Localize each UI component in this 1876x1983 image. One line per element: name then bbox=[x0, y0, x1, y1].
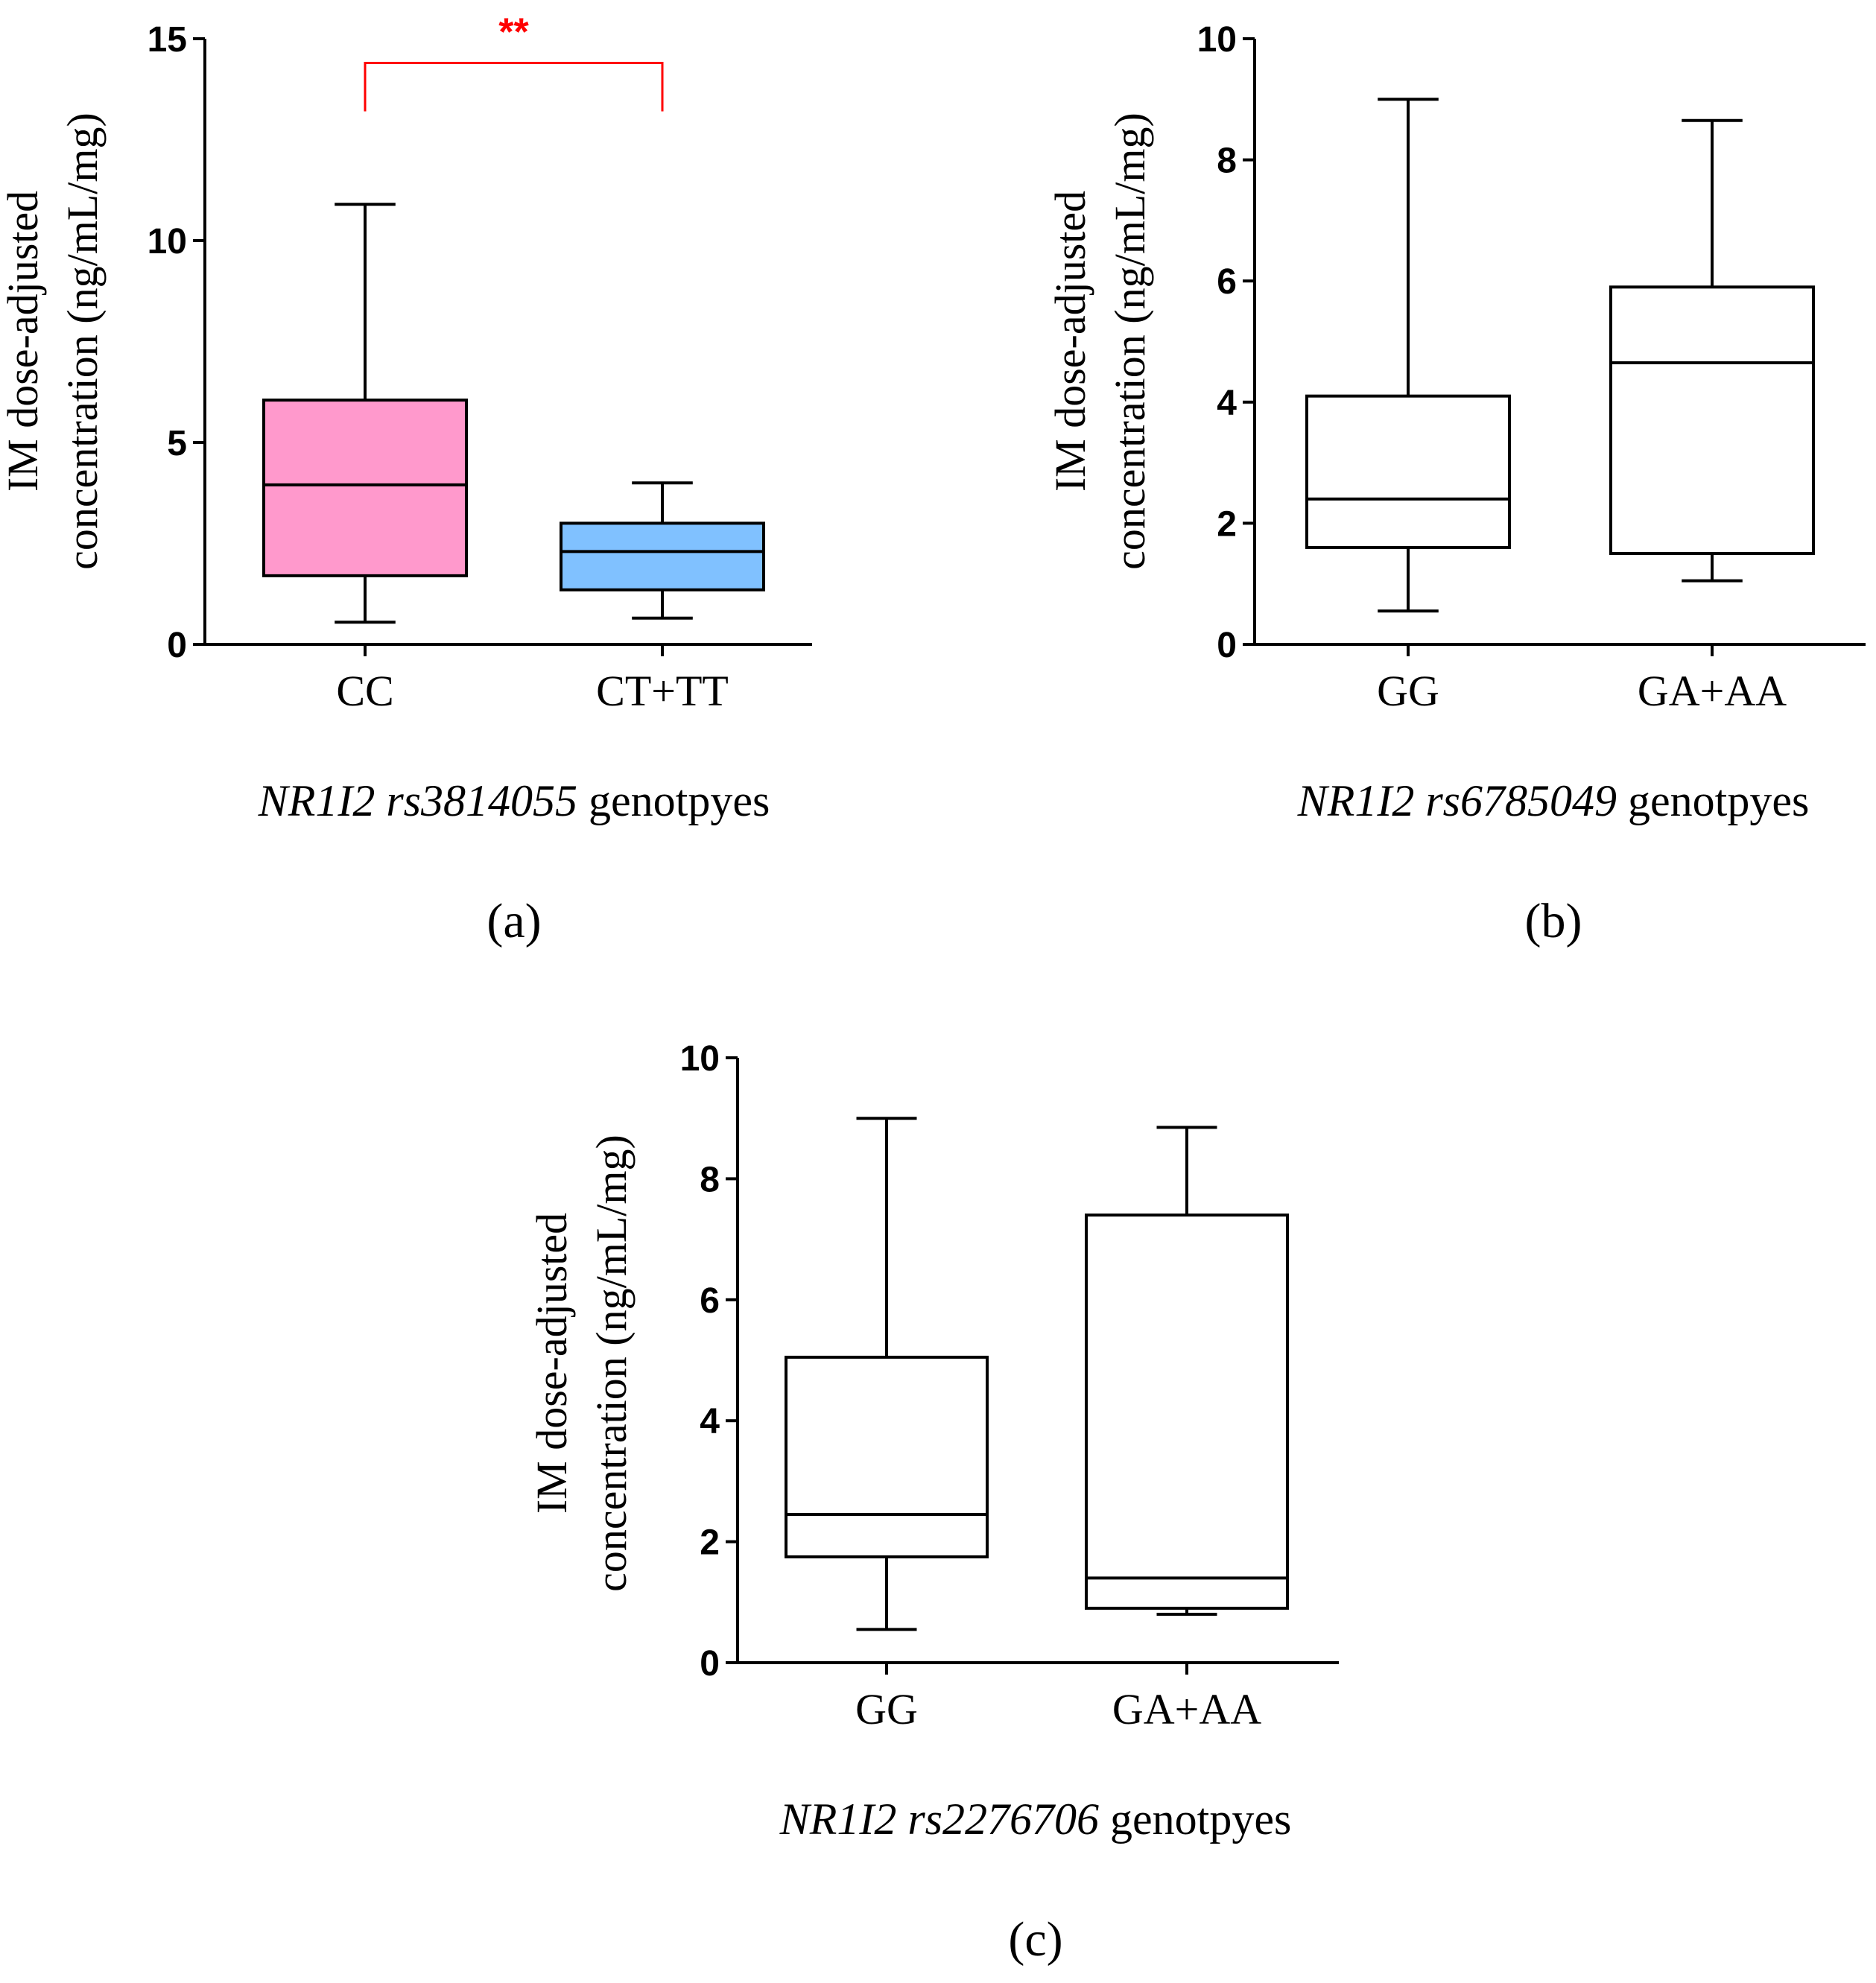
x-tick-label: CT+TT bbox=[596, 667, 729, 715]
y-tick-label: 4 bbox=[700, 1402, 720, 1441]
iqr-box bbox=[785, 1355, 989, 1558]
x-axis-title-suffix: genotpyes bbox=[1628, 776, 1809, 825]
panel-label: (a) bbox=[487, 894, 541, 948]
y-tick-label: 4 bbox=[1217, 384, 1237, 423]
y-tick-label: 10 bbox=[680, 1039, 720, 1079]
x-axis-title-snp: rs2276706 bbox=[907, 1795, 1110, 1844]
x-tick-label: GG bbox=[1377, 667, 1439, 715]
box-plot-gg bbox=[1305, 98, 1511, 613]
box-plot-ct-tt bbox=[560, 481, 765, 620]
significance-bracket bbox=[364, 62, 664, 112]
y-axis-label-line1: IM dose-adjusted bbox=[527, 1213, 576, 1514]
y-tick-label: 2 bbox=[1217, 504, 1237, 544]
y-axis-label-line1: IM dose-adjusted bbox=[1046, 191, 1094, 492]
x-axis-title: NR1I2 rs6785049 genotpyes bbox=[1297, 776, 1810, 825]
y-axis-label-line2: concentration (ng/mL/mg) bbox=[1106, 112, 1154, 570]
y-tick-label: 0 bbox=[1217, 626, 1237, 665]
box-plot-cc bbox=[262, 203, 468, 624]
iqr-box bbox=[1085, 1213, 1289, 1610]
x-axis-title: NR1I2 rs2276706 genotpyes bbox=[779, 1795, 1292, 1844]
y-tick-label: 5 bbox=[167, 424, 187, 463]
y-tick-label: 15 bbox=[148, 20, 187, 60]
x-axis-title-snp: rs6785049 bbox=[1425, 776, 1628, 825]
iqr-box bbox=[1609, 285, 1815, 556]
chart-panel: 0 2 4 6 8 10 GG GA+AA IM dose-adjusted concentrat… bbox=[527, 1039, 1339, 1967]
x-tick-label: GA+AA bbox=[1112, 1685, 1261, 1733]
y-tick-label: 10 bbox=[1197, 20, 1237, 60]
y-axis-label-line2: concentration (ng/mL/mg) bbox=[58, 112, 107, 570]
significance-label: ** bbox=[498, 11, 529, 54]
x-axis-title-suffix: genotpyes bbox=[1110, 1795, 1291, 1844]
x-axis-title-suffix: genotpyes bbox=[589, 776, 770, 825]
chart-panel: 0 2 4 6 8 10 GG GA+AA IM dose-adjusted concentrat… bbox=[1046, 20, 1866, 948]
y-axis-label-line1: IM dose-adjusted bbox=[0, 191, 47, 492]
x-tick-label: GA+AA bbox=[1638, 667, 1787, 715]
y-tick-label: 8 bbox=[1217, 142, 1237, 181]
y-tick-label: 0 bbox=[700, 1644, 720, 1684]
box-plot-ga-aa bbox=[1085, 1126, 1289, 1616]
panel-label: (c) bbox=[1008, 1912, 1062, 1967]
x-axis-title-gene: NR1I2 bbox=[258, 776, 387, 825]
box-plot-ga-aa bbox=[1609, 118, 1815, 583]
y-tick-label: 8 bbox=[700, 1160, 720, 1199]
x-axis-title: NR1I2 rs3814055 genotpyes bbox=[258, 776, 770, 825]
box-plot-gg bbox=[785, 1117, 989, 1631]
y-tick-label: 2 bbox=[700, 1523, 720, 1563]
y-tick-label: 10 bbox=[148, 222, 187, 261]
y-tick-label: 6 bbox=[1217, 262, 1237, 302]
x-tick-label: GG bbox=[855, 1685, 918, 1733]
chart-panel: 0 5 10 15 CC CT+TT ** IM dose-adjusted concentra… bbox=[0, 11, 812, 948]
y-axis-label-line2: concentration (ng/mL/mg) bbox=[587, 1135, 636, 1592]
x-axis-title-snp: rs3814055 bbox=[386, 776, 589, 825]
y-tick-label: 0 bbox=[167, 626, 187, 665]
iqr-box bbox=[1305, 394, 1511, 549]
x-tick-label: CC bbox=[336, 667, 393, 715]
x-axis-title-gene: NR1I2 bbox=[1297, 776, 1426, 825]
iqr-box bbox=[262, 399, 468, 577]
y-tick-label: 6 bbox=[700, 1281, 720, 1321]
x-axis-title-gene: NR1I2 bbox=[779, 1795, 908, 1844]
iqr-box bbox=[560, 521, 765, 591]
panel-label: (b) bbox=[1525, 894, 1582, 948]
